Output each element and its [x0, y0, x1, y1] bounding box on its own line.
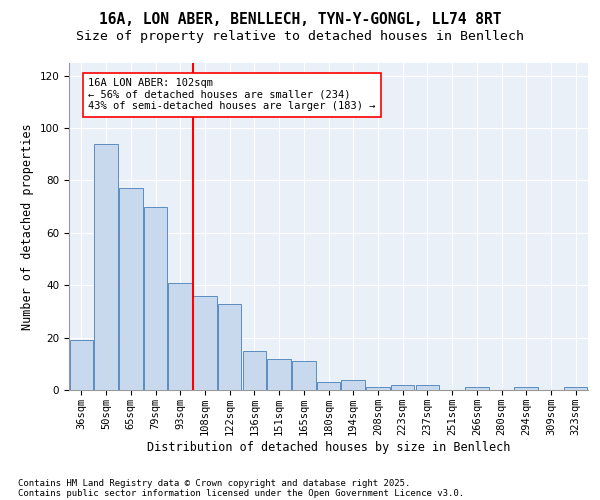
- Bar: [119, 188, 143, 390]
- Bar: [514, 388, 538, 390]
- Text: 16A LON ABER: 102sqm
← 56% of detached houses are smaller (234)
43% of semi-deta: 16A LON ABER: 102sqm ← 56% of detached h…: [88, 78, 376, 112]
- Bar: [416, 385, 439, 390]
- Bar: [564, 388, 587, 390]
- Bar: [391, 385, 415, 390]
- Bar: [169, 282, 192, 390]
- Bar: [317, 382, 340, 390]
- Text: 16A, LON ABER, BENLLECH, TYN-Y-GONGL, LL74 8RT: 16A, LON ABER, BENLLECH, TYN-Y-GONGL, LL…: [99, 12, 501, 28]
- Text: Size of property relative to detached houses in Benllech: Size of property relative to detached ho…: [76, 30, 524, 43]
- Bar: [144, 206, 167, 390]
- Bar: [242, 350, 266, 390]
- Text: Contains HM Land Registry data © Crown copyright and database right 2025.
Contai: Contains HM Land Registry data © Crown c…: [18, 479, 464, 498]
- Bar: [366, 388, 389, 390]
- Bar: [465, 388, 488, 390]
- Bar: [341, 380, 365, 390]
- X-axis label: Distribution of detached houses by size in Benllech: Distribution of detached houses by size …: [147, 440, 510, 454]
- Bar: [292, 361, 316, 390]
- Bar: [268, 358, 291, 390]
- Bar: [70, 340, 93, 390]
- Bar: [218, 304, 241, 390]
- Bar: [193, 296, 217, 390]
- Y-axis label: Number of detached properties: Number of detached properties: [21, 123, 34, 330]
- Bar: [94, 144, 118, 390]
